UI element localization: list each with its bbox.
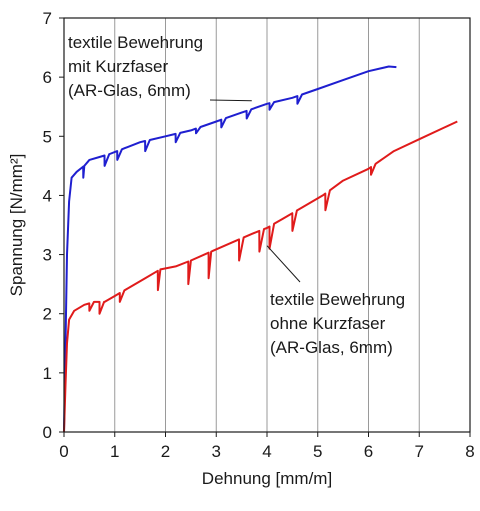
y-tick-label: 0 bbox=[43, 423, 52, 442]
y-tick-label: 3 bbox=[43, 246, 52, 265]
annotation-leader-1 bbox=[209, 99, 252, 102]
y-axis-label: Spannung [N/mm²] bbox=[7, 154, 26, 297]
x-tick-label: 8 bbox=[465, 442, 474, 461]
x-tick-label: 4 bbox=[262, 442, 271, 461]
y-tick-label: 6 bbox=[43, 68, 52, 87]
x-tick-label: 3 bbox=[212, 442, 221, 461]
series-line-1 bbox=[63, 65, 397, 433]
annotation-1: textile Bewehrung mit Kurzfaser (AR-Glas, … bbox=[68, 33, 203, 100]
y-tick-label: 5 bbox=[43, 127, 52, 146]
x-tick-label: 5 bbox=[313, 442, 322, 461]
x-tick-label: 7 bbox=[415, 442, 424, 461]
grid-lines bbox=[114, 18, 420, 432]
data-series bbox=[63, 65, 458, 433]
x-tick-label: 0 bbox=[59, 442, 68, 461]
y-tick-label: 4 bbox=[43, 186, 52, 205]
annotation-2: textile Bewehrung ohne Kurzfaser (AR-Glas,… bbox=[270, 290, 405, 357]
annotation-leader-2 bbox=[266, 245, 301, 283]
y-tick-label: 1 bbox=[43, 364, 52, 383]
x-axis-label: Dehnung [mm/m] bbox=[202, 469, 332, 488]
x-tick-labels: 0 1 2 3 4 5 6 7 8 bbox=[59, 432, 475, 461]
x-tick-label: 1 bbox=[110, 442, 119, 461]
y-tick-label: 7 bbox=[43, 9, 52, 28]
annotations: textile Bewehrung mit Kurzfaser (AR-Glas, … bbox=[68, 33, 405, 357]
y-tick-labels: 0 1 2 3 4 5 6 7 bbox=[43, 9, 64, 442]
y-tick-label: 2 bbox=[43, 305, 52, 324]
series-line-2 bbox=[63, 120, 458, 433]
x-tick-label: 6 bbox=[364, 442, 373, 461]
x-tick-label: 2 bbox=[161, 442, 170, 461]
